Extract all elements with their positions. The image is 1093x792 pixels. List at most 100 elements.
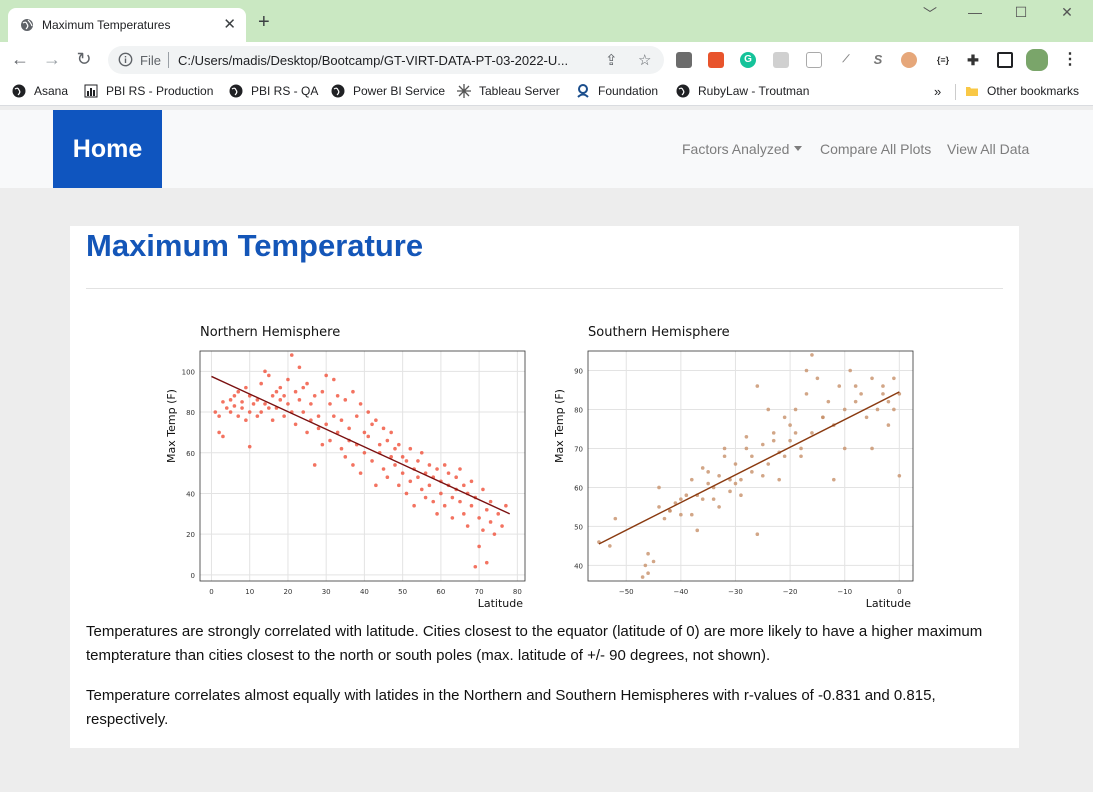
data-point	[496, 512, 501, 516]
data-point	[381, 467, 386, 471]
data-point	[343, 398, 348, 402]
data-point	[267, 373, 271, 378]
data-point	[450, 495, 455, 500]
data-point	[458, 499, 462, 504]
side-panel-icon[interactable]	[997, 52, 1013, 68]
data-point	[305, 430, 309, 435]
star-icon[interactable]: ☆	[638, 52, 652, 69]
x-tick-label: −30	[728, 588, 743, 596]
data-point	[700, 497, 705, 501]
extension-icon[interactable]: {≡}	[936, 55, 950, 65]
extension-icon[interactable]	[773, 52, 789, 68]
data-point	[247, 410, 252, 414]
data-point	[473, 564, 478, 569]
data-point	[232, 393, 237, 398]
bookmark-pbi-rs-qa[interactable]: PBI RS - QA	[229, 84, 318, 98]
factors-analyzed-dropdown[interactable]: Factors Analyzed	[682, 141, 803, 157]
x-axis-label: Latitude	[478, 597, 524, 610]
data-point	[788, 438, 792, 443]
data-point	[278, 398, 283, 402]
home-brand-link[interactable]: Home	[53, 110, 162, 188]
data-point	[408, 479, 413, 484]
bookmark-foundation[interactable]: Foundation	[576, 84, 658, 98]
bookmark-pbi-rs-production[interactable]: PBI RS - Production	[84, 84, 213, 98]
tableau-icon	[457, 84, 471, 98]
data-point	[232, 404, 237, 408]
data-point	[324, 373, 328, 378]
data-point	[351, 463, 355, 467]
compare-all-plots-link[interactable]: Compare All Plots	[820, 141, 932, 157]
y-tick-label: 60	[574, 484, 583, 492]
extension-icon[interactable]	[676, 52, 692, 68]
data-point	[393, 463, 397, 467]
browser-tab[interactable]: Maximum Temperatures ✕	[8, 8, 246, 42]
other-bookmarks[interactable]: Other bookmarks	[965, 84, 1079, 98]
url-text[interactable]: C:/Users/madis/Desktop/Bootcamp/GT-VIRT-…	[178, 53, 569, 68]
view-all-data-link[interactable]: View All Data	[947, 141, 1030, 157]
data-point	[259, 381, 263, 386]
address-bar[interactable]: File C:/Users/madis/Desktop/Bootcamp/GT-…	[108, 46, 664, 74]
person-icon	[577, 84, 589, 98]
y-axis-label: Max Temp (F)	[165, 389, 178, 463]
bookmark-label: RubyLaw - Troutman	[698, 84, 810, 98]
data-point	[274, 389, 279, 394]
globe-icon	[676, 84, 690, 98]
back-arrow-icon[interactable]: ←	[11, 49, 29, 69]
extension-icon[interactable]: ⟋	[842, 54, 850, 65]
new-tab-button[interactable]: +	[258, 11, 270, 33]
extension-icon[interactable]: S	[873, 52, 883, 67]
close-window-button[interactable]: ✕	[1061, 4, 1073, 20]
data-point	[668, 509, 672, 513]
bookmark-tableau-server[interactable]: Tableau Server	[457, 84, 560, 98]
data-point	[684, 493, 689, 498]
minimize-button[interactable]: —	[968, 4, 982, 20]
info-icon[interactable]	[118, 52, 133, 67]
data-point	[251, 402, 256, 406]
northern-hemisphere-chart: Northern Hemisphere 0 10 20 30 40 50 60 70 80 0 20 4…	[165, 325, 526, 610]
x-tick-label: 0	[209, 588, 213, 596]
maximize-button[interactable]: ☐	[1014, 4, 1028, 20]
data-point	[706, 470, 710, 474]
bar-chart-icon	[84, 84, 98, 98]
grammarly-icon[interactable]: G	[740, 52, 756, 68]
tab-close-icon[interactable]: ✕	[223, 16, 236, 33]
plot-frame	[199, 350, 526, 582]
forward-arrow-icon[interactable]: →	[43, 49, 61, 69]
bookmark-rubylaw[interactable]: RubyLaw - Troutman	[676, 84, 809, 98]
data-point	[255, 414, 260, 418]
data-point	[312, 393, 317, 398]
bookmark-asana[interactable]: Asana	[12, 84, 68, 98]
data-point	[221, 400, 225, 404]
extension-icon[interactable]	[708, 52, 724, 68]
data-point	[286, 377, 290, 382]
bookmark-power-bi-service[interactable]: Power BI Service	[331, 84, 445, 98]
share-icon[interactable]: ⇪	[605, 52, 618, 69]
data-point	[864, 415, 869, 420]
data-point	[739, 477, 743, 482]
bookmarks-overflow-button[interactable]: »	[934, 84, 942, 99]
menu-kebab-icon[interactable]: ⋮	[1062, 51, 1078, 68]
x-tick-label: 70	[475, 588, 484, 596]
puzzle-icon[interactable]: ✚	[967, 52, 979, 68]
data-point	[722, 446, 727, 451]
avatar[interactable]	[1026, 49, 1048, 71]
tab-search-icon[interactable]: ﹀	[923, 6, 937, 22]
data-point	[750, 454, 754, 459]
data-point	[389, 455, 393, 459]
data-point	[435, 512, 439, 516]
x-tick-label: −50	[619, 588, 634, 596]
data-point	[657, 485, 661, 490]
extension-icon[interactable]	[806, 52, 822, 68]
data-point	[657, 505, 661, 509]
reload-icon[interactable]: ↻	[76, 49, 92, 69]
x-tick-label: 0	[897, 588, 901, 596]
extension-icon[interactable]	[901, 52, 917, 68]
data-point	[886, 423, 891, 427]
data-point	[316, 414, 321, 418]
data-point	[312, 463, 317, 467]
data-point	[689, 512, 694, 517]
bookmark-label: Asana	[34, 84, 69, 98]
data-point	[788, 423, 792, 427]
data-point	[374, 418, 378, 423]
data-point	[213, 410, 218, 414]
